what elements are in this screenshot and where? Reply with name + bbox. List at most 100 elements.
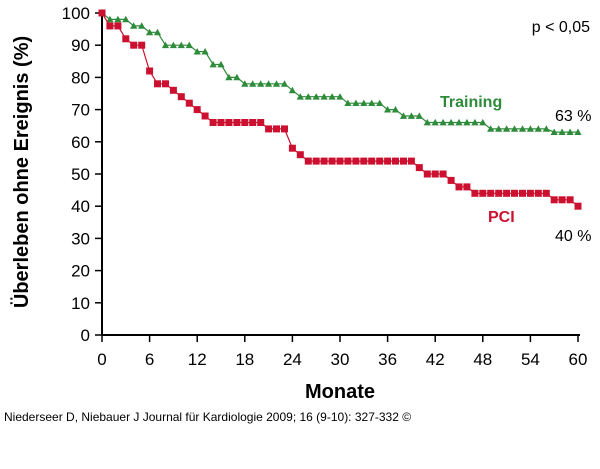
data-point-pci (217, 119, 225, 126)
data-point-training (550, 128, 558, 135)
data-point-pci (193, 106, 201, 114)
x-tick-label: 6 (145, 350, 154, 369)
data-point-training (503, 125, 511, 132)
y-tick-label: 100 (62, 4, 90, 23)
data-point-training (320, 93, 328, 100)
data-point-pci (360, 157, 368, 165)
data-point-pci (511, 189, 518, 197)
data-point-pci (312, 157, 320, 165)
data-point-pci (415, 164, 423, 172)
y-tick-label: 40 (71, 197, 90, 216)
data-point-pci (177, 93, 185, 101)
data-point-training (534, 125, 542, 132)
series-line-training (101, 12, 578, 133)
axes (101, 11, 580, 336)
data-point-pci (558, 196, 566, 204)
data-point-pci (265, 125, 273, 133)
x-axis-title: Monate (305, 381, 375, 403)
data-point-training (265, 80, 273, 87)
data-point-pci (154, 80, 161, 88)
data-point-training (574, 128, 582, 135)
data-point-training (431, 118, 439, 126)
data-point-pci (574, 202, 582, 210)
axis-ticks: 0 10 20 30 40 50 60 70 80 90 100 0 6 12 18 24 30 36 42 48 54… (62, 4, 588, 369)
data-point-training (526, 125, 534, 132)
data-point-pci (130, 41, 138, 49)
series-training (98, 9, 582, 135)
data-point-training (510, 125, 519, 132)
x-tick-label: 12 (188, 350, 207, 369)
y-tick-label: 20 (71, 262, 90, 281)
data-point-training (471, 118, 479, 126)
data-point-pci (209, 119, 217, 126)
data-point-training (542, 125, 550, 132)
data-point-pci (114, 22, 122, 30)
data-point-pci (185, 99, 193, 107)
y-tick-label: 50 (71, 165, 90, 184)
x-tick-label: 60 (569, 350, 588, 369)
data-point-pci (384, 157, 392, 165)
data-point-pci (146, 67, 154, 75)
data-point-training (312, 93, 320, 100)
data-point-pci (368, 157, 376, 165)
data-point-pci (320, 157, 328, 165)
y-tick-label: 70 (71, 101, 90, 120)
data-point-pci (233, 119, 241, 126)
data-point-pci (162, 80, 169, 88)
data-point-training (328, 93, 336, 100)
data-point-training (146, 28, 154, 36)
x-tick-label: 0 (97, 350, 106, 369)
data-point-training (384, 106, 392, 113)
end-value-pci: 40 % (555, 228, 591, 245)
data-point-pci (138, 41, 146, 49)
x-tick-label: 42 (426, 350, 445, 369)
data-point-training (463, 118, 471, 126)
data-point-pci (550, 196, 558, 204)
series-pci (98, 9, 582, 210)
data-point-training (376, 99, 384, 106)
data-point-pci (519, 189, 526, 197)
data-point-training (352, 99, 360, 106)
data-point-training (495, 125, 503, 132)
x-tick-label: 36 (378, 350, 397, 369)
data-point-training (193, 48, 201, 55)
data-point-pci (257, 119, 265, 126)
data-point-pci (487, 189, 495, 197)
data-point-training (225, 73, 233, 81)
data-point-pci (542, 189, 550, 197)
data-point-training (487, 125, 495, 132)
data-point-pci (98, 9, 106, 17)
y-tick-label: 60 (71, 133, 90, 152)
y-tick-label: 80 (71, 68, 90, 87)
data-point-training (296, 93, 304, 100)
survival-chart: 0 10 20 30 40 50 60 70 80 90 100 0 6 12 18 24 30 36 42 48 54… (10, 4, 591, 403)
data-point-pci (439, 170, 447, 178)
data-point-pci (122, 35, 130, 43)
data-point-pci (534, 189, 542, 197)
y-tick-label: 30 (71, 229, 90, 248)
data-point-pci (344, 157, 352, 165)
series-layer (98, 9, 582, 210)
data-point-training (566, 128, 574, 135)
data-point-pci (106, 22, 114, 30)
data-point-pci (495, 189, 503, 197)
data-point-pci (281, 125, 288, 133)
data-point-training (518, 125, 527, 132)
data-point-pci (566, 196, 574, 204)
data-point-pci (201, 112, 209, 120)
data-point-training (114, 15, 122, 23)
data-point-training (415, 112, 423, 119)
data-point-training (130, 22, 138, 29)
y-tick-label: 10 (71, 294, 90, 313)
data-point-pci (304, 157, 312, 165)
y-tick-label: 90 (71, 36, 90, 55)
data-point-pci (455, 183, 463, 191)
data-point-training (455, 118, 463, 126)
data-point-pci (407, 157, 415, 165)
data-point-training (201, 48, 209, 55)
data-point-training (233, 73, 241, 81)
data-point-training (209, 60, 217, 68)
data-point-pci (471, 189, 479, 197)
data-point-pci (336, 157, 344, 165)
data-point-training (479, 118, 487, 126)
